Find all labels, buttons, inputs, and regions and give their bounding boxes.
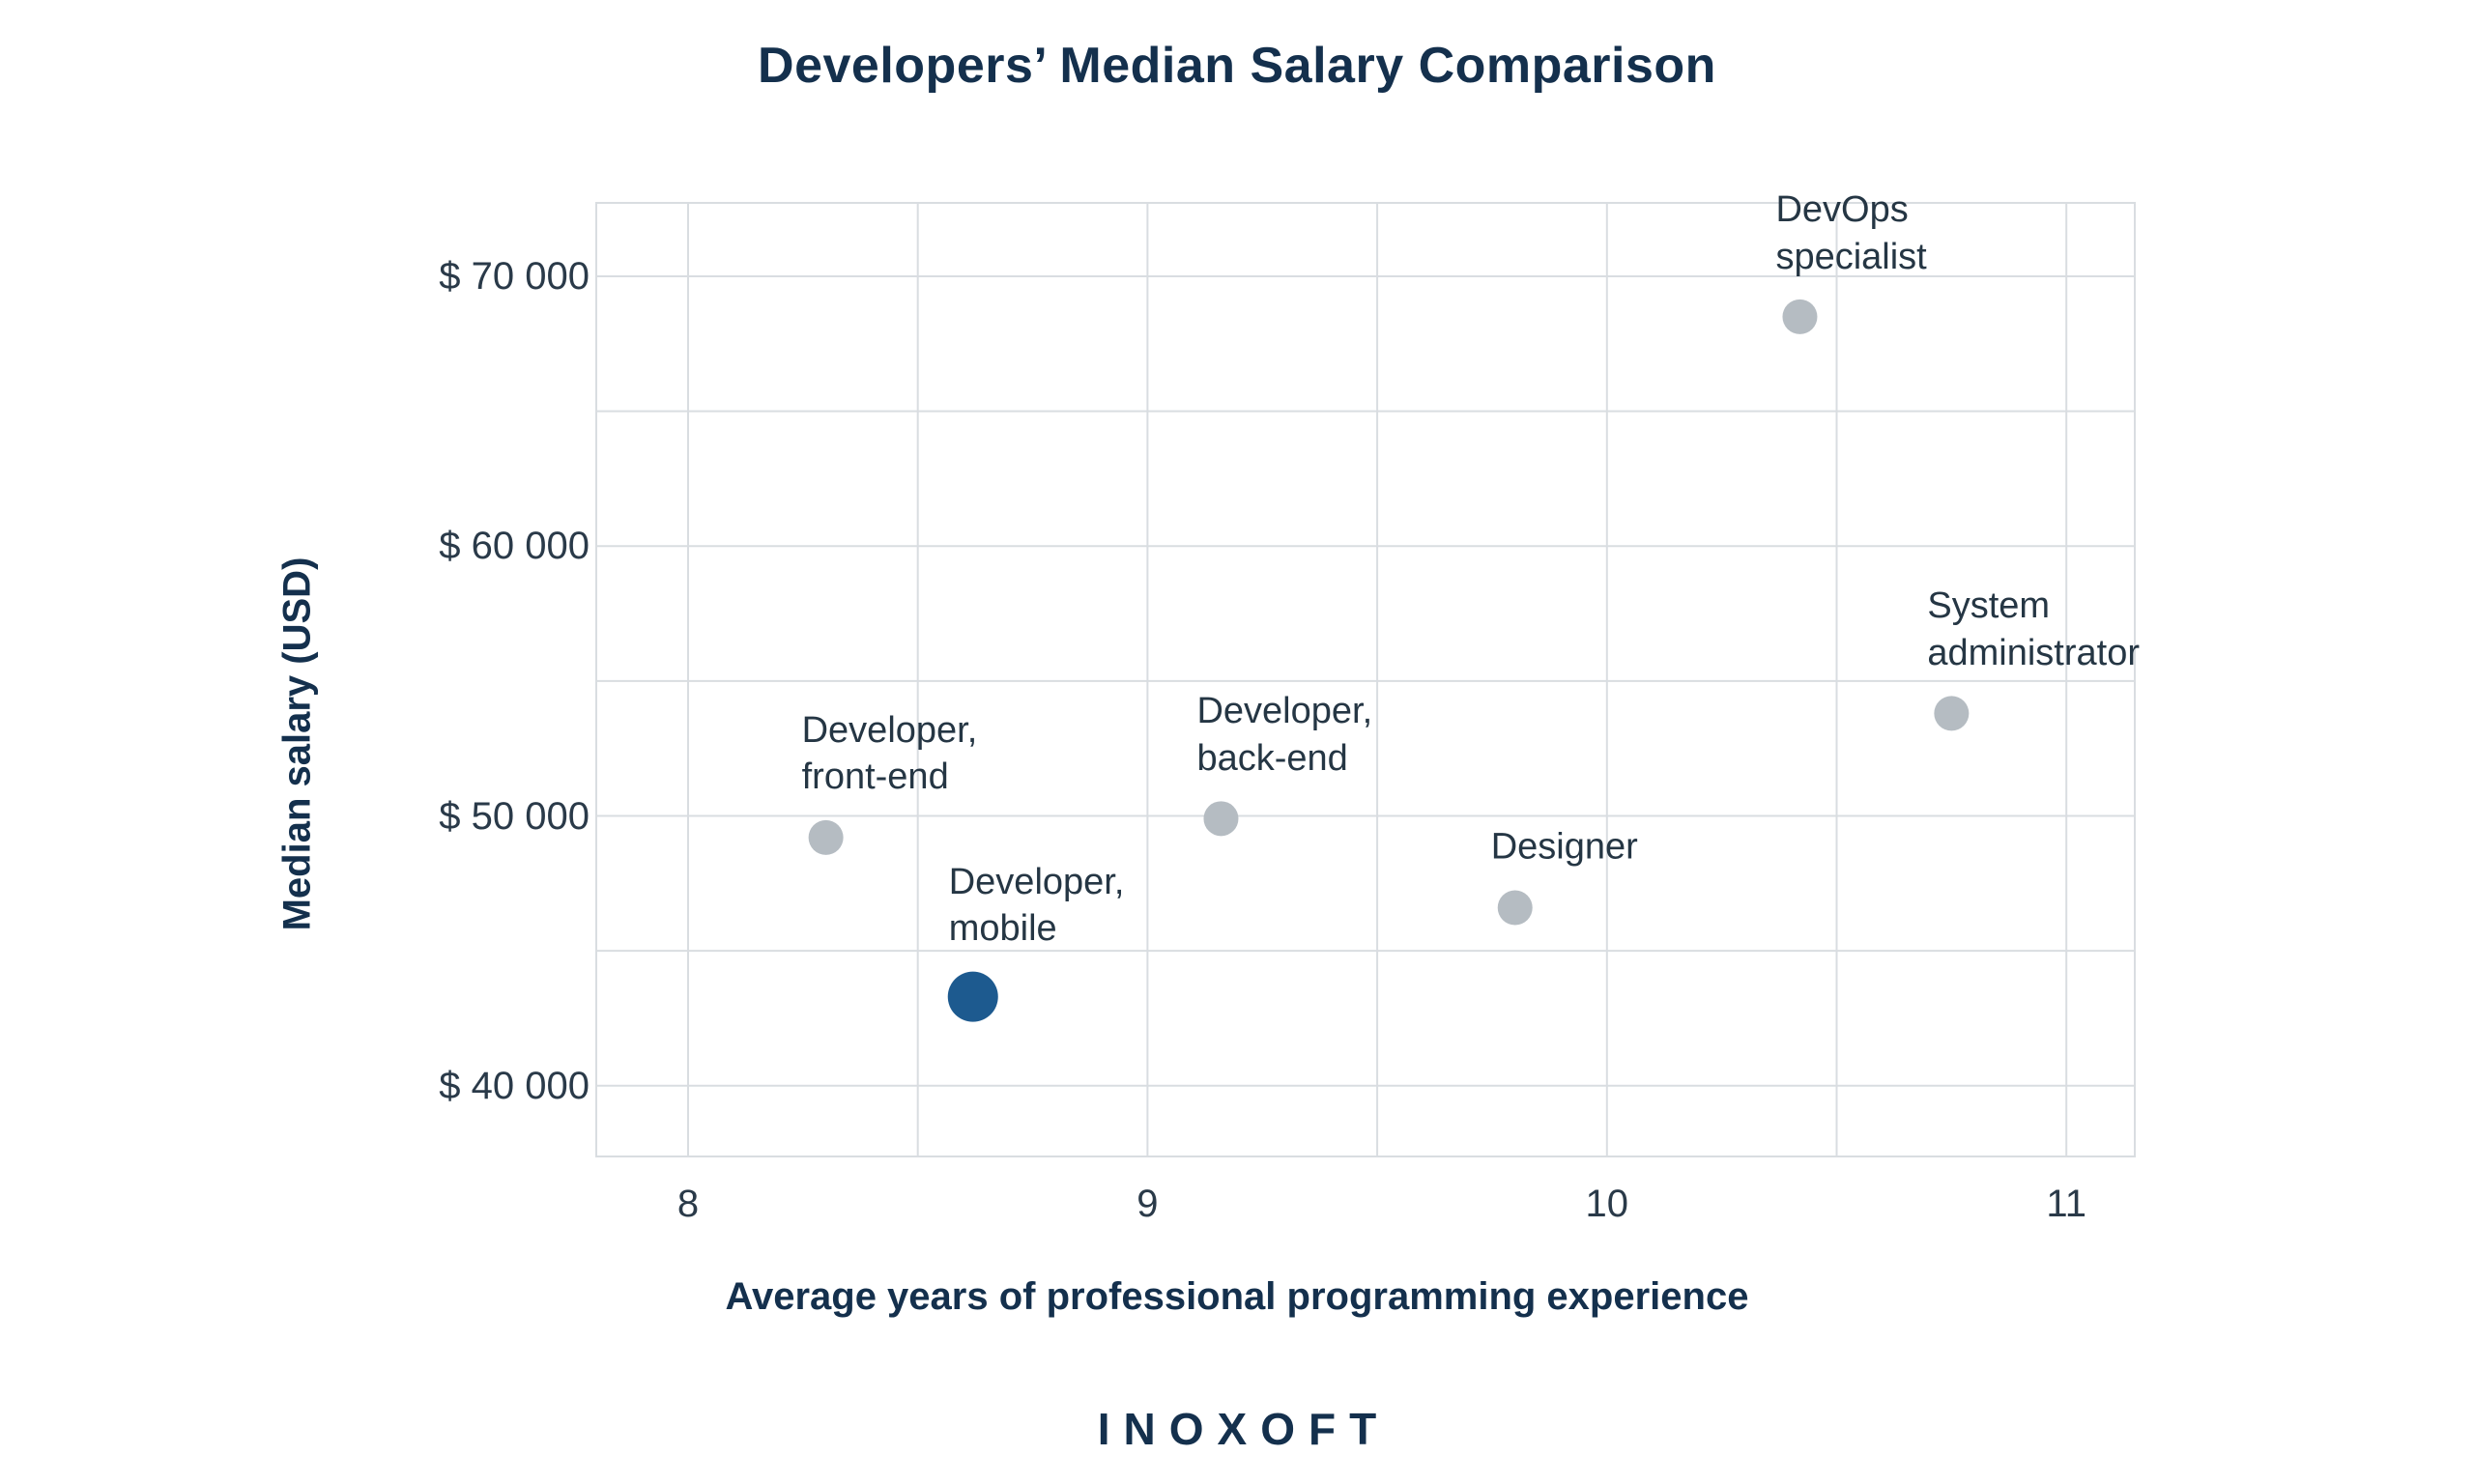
x-tick-label: 8: [676, 1183, 700, 1225]
data-point: [1934, 696, 1970, 731]
brand-logo: INOXOFT: [1097, 1404, 1391, 1454]
data-point: [808, 819, 844, 855]
point-label: Developer, back-end: [1196, 691, 1373, 779]
data-point: [1203, 801, 1239, 837]
point-label: Developer, front-end: [801, 709, 978, 798]
x-axis-title: Average years of professional programmin…: [725, 1275, 1749, 1318]
data-point: [1782, 299, 1818, 334]
y-tick-label: $ 70 000: [439, 255, 590, 298]
point-label: System administrator: [1927, 585, 2140, 673]
y-axis-title: Median salary (USD): [275, 556, 319, 931]
plot-border: [595, 202, 2136, 1157]
data-point: [1497, 890, 1533, 926]
point-label: Developer, mobile: [948, 861, 1125, 949]
data-point: [947, 971, 998, 1022]
y-tick-label: $ 50 000: [439, 794, 590, 838]
y-tick-label: $ 40 000: [439, 1064, 590, 1107]
x-tick-label: 10: [1585, 1183, 1629, 1225]
chart-title: Developers’ Median Salary Comparison: [758, 38, 1716, 94]
x-tick-label: 11: [2046, 1183, 2086, 1225]
point-label: Designer: [1490, 826, 1638, 868]
y-tick-label: $ 60 000: [439, 525, 590, 568]
x-tick-label: 9: [1136, 1183, 1159, 1225]
point-label: DevOps specialist: [1775, 188, 1927, 277]
